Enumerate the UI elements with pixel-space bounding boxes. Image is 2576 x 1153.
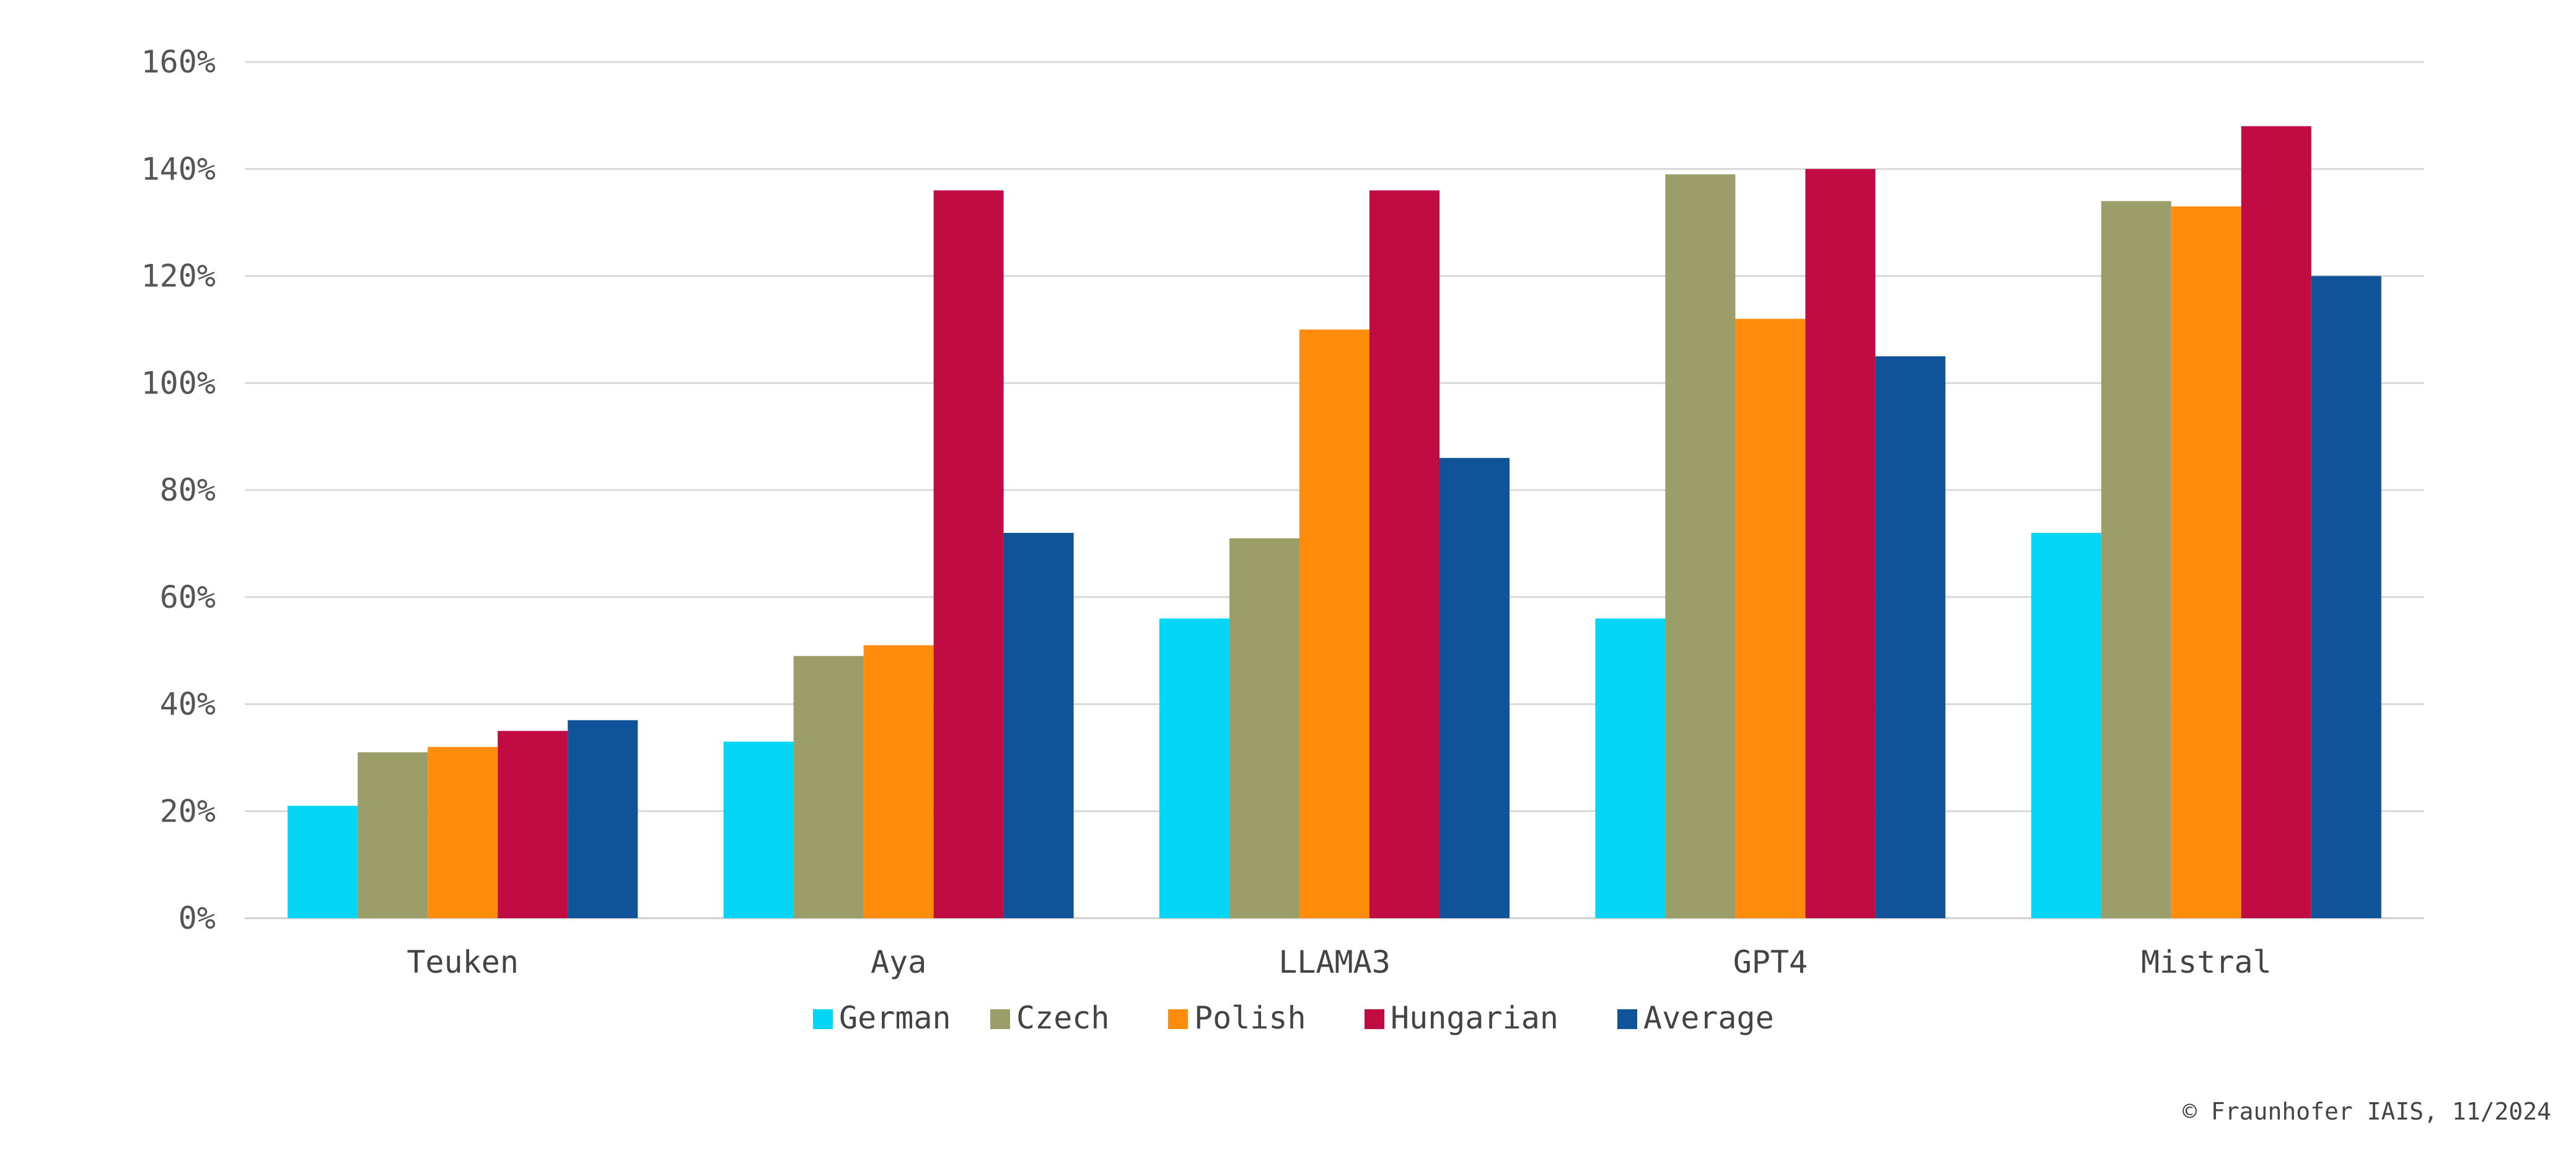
y-tick-label: 120% [141,258,216,294]
y-tick-label: 20% [160,793,216,829]
bar-german-gpt4 [1595,618,1666,918]
y-tick-label: 80% [160,472,216,508]
legend-label-polish: Polish [1194,1000,1306,1036]
bar-average-teuken [568,720,638,918]
x-category-label: Aya [871,944,926,980]
bar-czech-teuken [358,752,428,918]
bar-german-aya [723,741,794,918]
bar-polish-gpt4 [1735,318,1806,918]
bar-hungarian-mistral [2241,126,2311,918]
bar-german-llama3 [1159,618,1229,918]
x-category-label: Teuken [407,944,519,980]
legend-swatch-hungarian [1365,1009,1384,1029]
x-axis: Teuken Aya LLAMA3 GPT4 Mistral [407,944,2271,980]
bar-czech-llama3 [1229,538,1299,918]
bar-polish-teuken [428,747,498,918]
legend-swatch-average [1617,1009,1637,1029]
bar-hungarian-llama3 [1369,190,1440,918]
bar-average-gpt4 [1875,356,1946,918]
x-category-label: Mistral [2141,944,2272,980]
bar-hungarian-gpt4 [1805,169,1876,918]
bars [288,126,2381,919]
y-tick-label: 40% [160,686,216,722]
legend: German Czech Polish Hungarian Average [813,1000,1774,1036]
bar-czech-aya [793,655,864,918]
x-category-label: GPT4 [1733,944,1808,980]
bar-polish-llama3 [1299,329,1369,918]
legend-label-hungarian: Hungarian [1391,1000,1558,1036]
bar-polish-aya [863,645,934,918]
x-category-label: LLAMA3 [1278,944,1391,980]
y-tick-label: 100% [141,365,216,401]
bar-hungarian-teuken [498,730,568,918]
legend-swatch-german [813,1009,833,1029]
copyright-credit: © Fraunhofer IAIS, 11/2024 [2183,1098,2551,1125]
bar-czech-mistral [2101,201,2171,919]
y-tick-label: 0% [178,900,216,936]
y-tick-label: 160% [141,44,216,80]
y-tick-label: 140% [141,151,216,187]
legend-swatch-czech [990,1009,1010,1029]
legend-swatch-polish [1168,1009,1188,1029]
bar-polish-mistral [2171,206,2241,918]
legend-label-german: German [839,1000,951,1036]
bar-czech-gpt4 [1665,174,1736,919]
bar-hungarian-aya [933,190,1004,918]
bar-german-mistral [2031,533,2101,918]
bar-average-mistral [2311,276,2381,918]
legend-label-czech: Czech [1016,1000,1110,1036]
y-axis: 0% 20% 40% 60% 80% 100% 120% 140% 160% [141,44,216,936]
bar-german-teuken [288,805,358,918]
bar-average-aya [1003,533,1074,918]
bar-average-llama3 [1440,458,1510,918]
y-tick-label: 60% [160,579,216,615]
legend-label-average: Average [1643,1000,1774,1036]
